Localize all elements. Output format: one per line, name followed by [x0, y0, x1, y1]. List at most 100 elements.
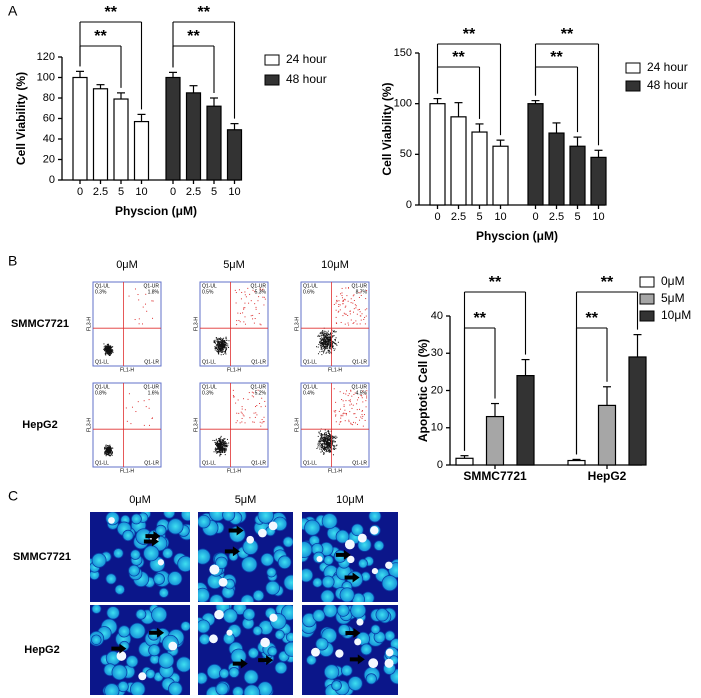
dot [319, 341, 321, 343]
dot [249, 417, 251, 419]
dot [324, 448, 326, 450]
dot [259, 287, 261, 289]
dot [325, 336, 327, 338]
dot [225, 442, 227, 444]
apoptotic-cell [209, 634, 218, 644]
dot [106, 350, 108, 352]
dot [215, 443, 217, 445]
bar [567, 459, 586, 466]
dot [318, 334, 320, 336]
dot [358, 296, 360, 298]
dot [222, 446, 224, 448]
nucleus [347, 676, 363, 691]
dot [338, 300, 340, 302]
dot [220, 343, 222, 345]
dot [326, 335, 328, 337]
dot [259, 402, 261, 404]
dot [220, 448, 222, 450]
dot [335, 414, 337, 416]
dot [321, 435, 323, 437]
significance: ** [586, 310, 599, 327]
dot [217, 440, 219, 442]
dot [324, 440, 326, 442]
dot [322, 342, 324, 344]
dot [261, 397, 263, 399]
dot [326, 341, 328, 343]
dot [316, 447, 318, 449]
dot [327, 350, 329, 352]
dot [358, 397, 360, 399]
nucleus [285, 632, 293, 643]
dot [335, 401, 337, 403]
dot [138, 318, 140, 320]
apoptotic-cell [335, 649, 344, 658]
dot [244, 294, 246, 296]
dot [262, 296, 264, 298]
dot [112, 351, 114, 353]
dot [335, 445, 337, 447]
dot [223, 448, 225, 450]
dot [222, 450, 224, 452]
dot [109, 452, 111, 454]
dot [331, 444, 333, 446]
dot [142, 306, 144, 308]
arrow [335, 549, 351, 560]
nucleus [373, 540, 385, 551]
dot [363, 414, 365, 416]
dot [337, 311, 339, 313]
dot [217, 348, 219, 350]
dot [215, 347, 217, 349]
dot [320, 343, 322, 345]
dot [365, 298, 367, 300]
apoptotic-cell [356, 618, 364, 626]
dot [356, 323, 358, 325]
dot [110, 353, 112, 355]
dot [233, 396, 235, 398]
dot [321, 340, 323, 342]
nucleus [252, 625, 263, 636]
y-tick-label: 10 [431, 422, 443, 434]
nucleus [130, 549, 141, 560]
dot [223, 345, 225, 347]
dot [260, 289, 262, 291]
dot [108, 448, 110, 450]
dot [329, 433, 331, 435]
dot [328, 443, 330, 445]
dot [328, 436, 330, 438]
dot [218, 353, 220, 355]
dot [228, 442, 230, 444]
nucleus [180, 621, 190, 632]
dot [111, 352, 113, 354]
dot [325, 342, 327, 344]
dot [352, 311, 354, 313]
dot [329, 440, 331, 442]
dot [360, 294, 362, 296]
quadrant-percent: 0.4% [303, 390, 315, 396]
dot [220, 442, 222, 444]
significance: ** [550, 49, 563, 66]
dot [107, 352, 109, 354]
dot [225, 448, 227, 450]
quadrant-percent: 1.8% [148, 289, 160, 295]
nucleus [180, 512, 190, 522]
dot [108, 347, 110, 349]
dot [224, 446, 226, 448]
dot [327, 442, 329, 444]
dot [350, 298, 352, 300]
dot [320, 339, 322, 341]
dot [335, 343, 337, 345]
dot [330, 439, 332, 441]
nucleus [177, 555, 190, 573]
dot [329, 334, 331, 336]
dot [225, 343, 227, 345]
dot [228, 347, 230, 349]
dot [107, 346, 109, 348]
dot [361, 414, 363, 416]
dot [319, 332, 321, 334]
y-tick-label: 100 [394, 98, 412, 110]
dot [105, 348, 107, 350]
dot [352, 302, 354, 304]
dot [217, 339, 219, 341]
significance: ** [187, 28, 200, 45]
dot [326, 435, 328, 437]
